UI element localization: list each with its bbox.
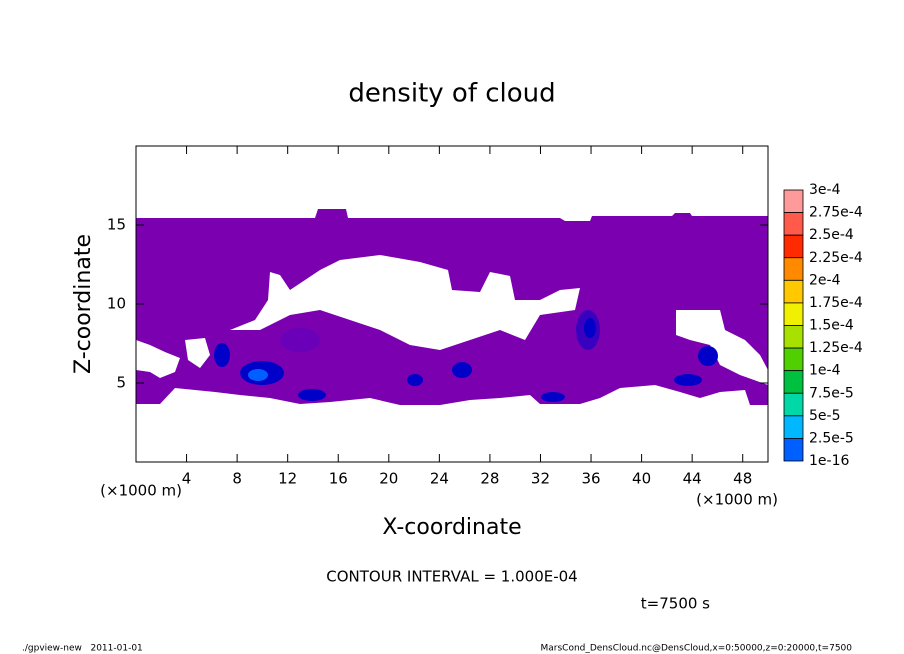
colorbar-label: 3e-4 bbox=[809, 182, 841, 198]
colorbar-box bbox=[783, 347, 804, 372]
y-axis-label: Z-coordinate bbox=[71, 234, 96, 374]
footer-left: ./gpview-new 2011-01-01 bbox=[22, 644, 143, 654]
colorbar-box bbox=[783, 392, 804, 417]
colorbar-label: 1e-4 bbox=[809, 363, 841, 379]
footer-right: MarsCond_DensCloud.nc@DensCloud,x=0:5000… bbox=[541, 644, 853, 654]
colorbar-box bbox=[783, 302, 804, 326]
x-tick-label: 36 bbox=[581, 470, 600, 488]
chart-title: density of cloud bbox=[348, 79, 555, 109]
colorbar-box bbox=[783, 325, 804, 349]
x-tick-label: 40 bbox=[632, 470, 651, 488]
x-tick-label: 48 bbox=[733, 470, 752, 488]
y-unit: (×1000 m) bbox=[100, 482, 182, 500]
colorbar-box bbox=[783, 257, 804, 281]
time-label: t=7500 s bbox=[641, 595, 710, 613]
x-tick-label: 8 bbox=[232, 470, 242, 488]
colorbar-label: 2.75e-4 bbox=[809, 205, 863, 221]
y-tick-label: 5 bbox=[116, 374, 126, 392]
colorbar-label: 7.5e-5 bbox=[809, 385, 854, 401]
colorbar-box bbox=[783, 415, 804, 439]
y-tick-label: 15 bbox=[107, 216, 126, 234]
x-tick-label: 20 bbox=[379, 470, 398, 488]
x-unit: (×1000 m) bbox=[696, 491, 778, 509]
contour-note: CONTOUR INTERVAL = 1.000E-04 bbox=[326, 568, 577, 586]
x-tick-label: 44 bbox=[683, 470, 702, 488]
colorbar-label: 2.25e-4 bbox=[809, 250, 863, 266]
colorbar-box bbox=[783, 370, 804, 394]
colorbar-box bbox=[783, 234, 804, 259]
x-tick-label: 4 bbox=[182, 470, 192, 488]
colorbar-box bbox=[783, 279, 804, 304]
x-tick-label: 16 bbox=[329, 470, 348, 488]
y-tick-label: 10 bbox=[107, 295, 126, 313]
x-tick-label: 28 bbox=[480, 470, 499, 488]
colorbar-label: 2e-4 bbox=[809, 272, 841, 288]
colorbar-label: 1.75e-4 bbox=[809, 295, 863, 311]
x-tick-label: 24 bbox=[430, 470, 449, 488]
x-tick-label: 32 bbox=[531, 470, 550, 488]
x-axis-label: X-coordinate bbox=[382, 515, 521, 540]
colorbar-label: 1.25e-4 bbox=[809, 340, 863, 356]
colorbar-label: 5e-5 bbox=[809, 408, 840, 424]
colorbar-label: 1e-16 bbox=[809, 453, 849, 469]
x-tick-label: 12 bbox=[278, 470, 297, 488]
colorbar-label: 2.5e-4 bbox=[809, 227, 854, 243]
cloud-field bbox=[136, 209, 768, 405]
colorbar-box bbox=[783, 189, 804, 213]
colorbar-box bbox=[783, 438, 804, 462]
colorbar-label: 2.5e-5 bbox=[809, 430, 854, 446]
colorbar-box bbox=[783, 212, 804, 236]
colorbar-label: 1.5e-4 bbox=[809, 318, 854, 334]
